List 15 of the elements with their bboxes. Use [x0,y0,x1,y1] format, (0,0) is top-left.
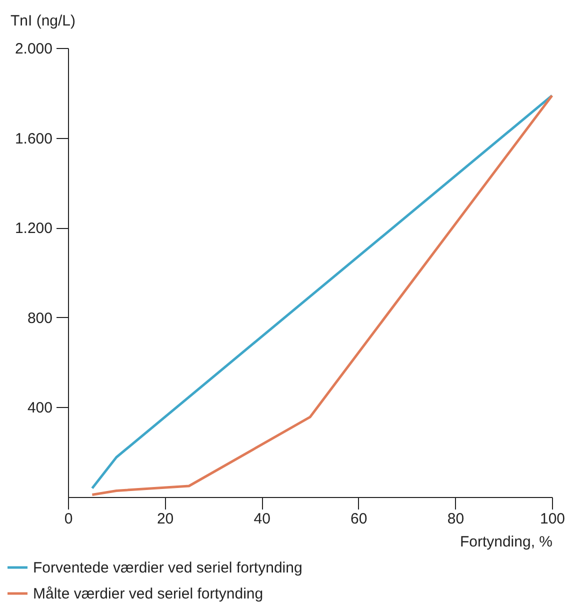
legend-label: Målte værdier ved seriel fortynding [33,586,264,602]
y-tick-label: 400 [27,400,52,417]
x-tick-label: 0 [64,510,73,528]
y-tick-label: 1.200 [14,220,52,238]
x-tick-label: 40 [254,510,270,528]
y-tick-label: 800 [27,310,52,327]
x-axis-title: Fortynding, % [460,534,552,550]
y-tick-label: 2.000 [14,40,52,58]
legend-label: Forventede værdier ved seriel fortynding [33,560,302,576]
x-tick-label: 80 [447,510,464,528]
y-tick-label: 1.600 [14,130,52,148]
x-tick-label: 100 [540,510,566,528]
x-tick-label: 60 [350,510,368,528]
y-axis-title: TnI (ng/L) [10,12,76,30]
x-tick-label: 20 [156,510,174,528]
